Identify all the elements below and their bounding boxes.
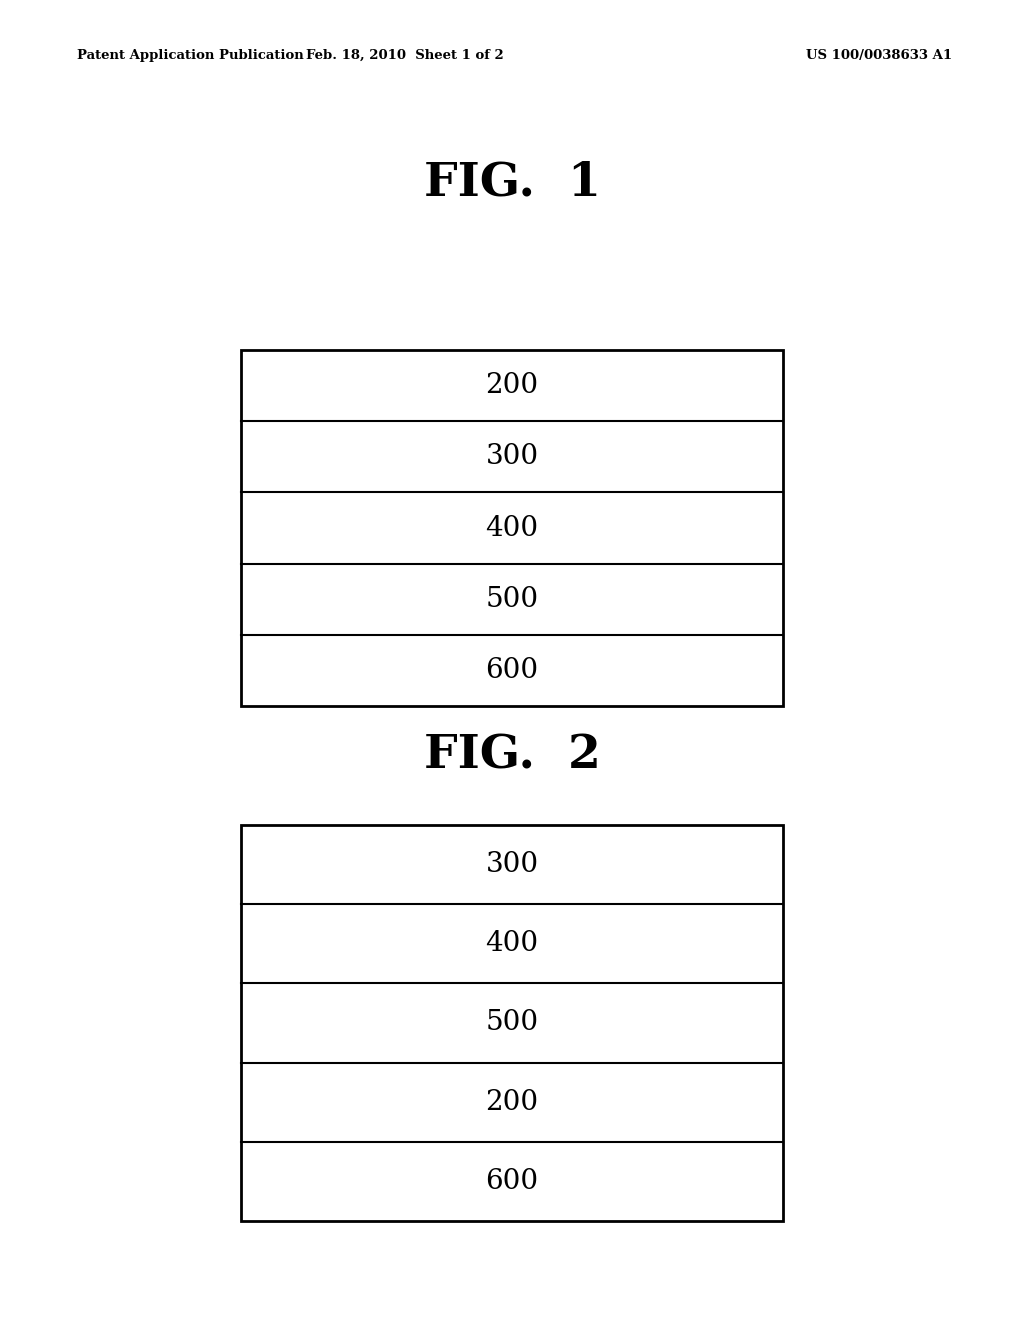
Text: 300: 300 — [485, 851, 539, 878]
Text: 400: 400 — [485, 515, 539, 541]
Text: Patent Application Publication: Patent Application Publication — [77, 49, 303, 62]
Text: 600: 600 — [485, 1168, 539, 1195]
Text: 300: 300 — [485, 444, 539, 470]
Text: 400: 400 — [485, 931, 539, 957]
Bar — [241, 825, 783, 1221]
Text: FIG.  2: FIG. 2 — [424, 733, 600, 777]
Text: Feb. 18, 2010  Sheet 1 of 2: Feb. 18, 2010 Sheet 1 of 2 — [305, 49, 504, 62]
Text: US 100/0038633 A1: US 100/0038633 A1 — [806, 49, 952, 62]
Text: 600: 600 — [485, 657, 539, 684]
Text: 200: 200 — [485, 372, 539, 399]
Text: 200: 200 — [485, 1089, 539, 1115]
Text: 500: 500 — [485, 586, 539, 612]
Bar — [241, 350, 783, 706]
Text: 500: 500 — [485, 1010, 539, 1036]
Text: FIG.  1: FIG. 1 — [424, 160, 600, 205]
